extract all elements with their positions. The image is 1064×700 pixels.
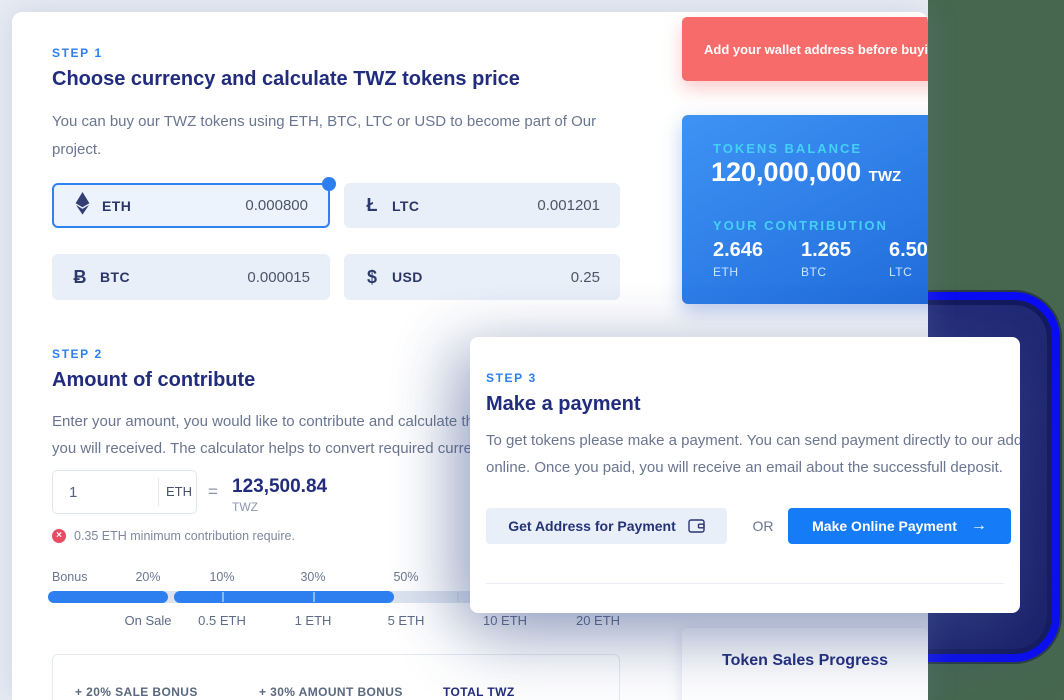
- bar-separator: [457, 592, 459, 602]
- step1-description: You can buy our TWZ tokens using ETH, BT…: [52, 113, 597, 158]
- token-sales-progress-title: Token Sales Progress: [722, 652, 888, 669]
- bonus-tick-label: 0.5 ETH: [198, 613, 246, 628]
- arrow-right-icon: →: [970, 517, 987, 534]
- step2-title: Amount of contribute: [52, 369, 256, 391]
- bonus-tick-label: 1 ETH: [294, 613, 332, 628]
- ethereum-icon: [71, 191, 93, 220]
- currency-rate: 0.25: [570, 268, 600, 286]
- bonus-progress-fill: [48, 591, 169, 603]
- bonus-tick-label: 10 ETH: [482, 613, 528, 628]
- bonus-label: Bonus: [52, 570, 88, 584]
- currency-rate: 0.000800: [245, 197, 308, 214]
- or-separator: OR: [752, 518, 774, 534]
- currency-tile-usd[interactable]: $ USD 0.25: [344, 254, 620, 300]
- make-payment-overlay: STEP 3 Make a payment To get tokens plea…: [470, 337, 1020, 613]
- error-icon: ×: [52, 529, 66, 543]
- bonus-tick-label: 20 ETH: [575, 613, 621, 628]
- bonus-summary-box: + 20% SALE BONUS + 30% AMOUNT BONUS TOTA…: [52, 654, 620, 700]
- contribution-value: 1.265: [801, 239, 852, 261]
- step3-description: To get tokens please make a payment. You…: [486, 432, 1020, 476]
- tokens-balance-label: TOKENS BALANCE: [713, 141, 863, 156]
- bonus-percent: 20%: [135, 570, 161, 584]
- tokens-balance-card: TOKENS BALANCE 120,000,000 TWZ YOUR CONT…: [682, 115, 928, 304]
- total-twz-label: TOTAL TWZ: [443, 685, 515, 699]
- bar-separator: [222, 592, 224, 602]
- wallet-alert-text: Add your wallet address before buying: [704, 41, 928, 57]
- bitcoin-icon: Ƀ: [73, 266, 87, 287]
- litecoin-icon: Ł: [366, 195, 378, 215]
- currency-code: ETH: [102, 197, 132, 214]
- get-address-button[interactable]: Get Address for Payment: [486, 508, 727, 544]
- amount-currency-label: ETH: [166, 484, 192, 499]
- your-contribution-label: YOUR CONTRIBUTION: [713, 218, 888, 233]
- sale-bonus-label: + 20% SALE BONUS: [75, 685, 198, 699]
- amount-input[interactable]: [52, 470, 197, 514]
- bonus-percent: 50%: [393, 570, 419, 584]
- get-address-label: Get Address for Payment: [508, 518, 676, 534]
- currency-tile-btc[interactable]: Ƀ BTC 0.000015: [52, 254, 330, 300]
- bonus-percent: 30%: [300, 570, 326, 584]
- tokens-balance-value: 120,000,000 TWZ: [711, 157, 901, 188]
- bonus-progress-fill: [173, 591, 395, 603]
- bonus-tick-label: On Sale: [124, 613, 172, 628]
- balance-number: 120,000,000: [711, 157, 862, 187]
- selected-indicator-dot: [322, 177, 336, 191]
- bonus-percent: 10%: [209, 570, 235, 584]
- error-text: 0.35 ETH minimum contribution require.: [74, 529, 295, 543]
- minimum-contribution-warning: × 0.35 ETH minimum contribution require.: [52, 529, 295, 543]
- amount-bonus-label: + 30% AMOUNT BONUS: [259, 685, 403, 699]
- make-online-payment-button[interactable]: Make Online Payment →: [788, 508, 1011, 544]
- contribution-item: 2.646 ETH: [713, 239, 801, 279]
- bonus-tick-label: 5 ETH: [387, 613, 425, 628]
- step2-label: STEP 2: [52, 347, 103, 361]
- currency-code: LTC: [392, 197, 420, 214]
- contribution-unit: ETH: [713, 265, 739, 279]
- currency-tile-ltc[interactable]: Ł LTC 0.001201: [344, 183, 620, 228]
- contribution-value: 6.500: [889, 239, 928, 261]
- step3-label: STEP 3: [486, 371, 537, 385]
- bar-separator: [313, 592, 315, 602]
- online-payment-label: Make Online Payment: [812, 518, 957, 534]
- balance-unit: TWZ: [868, 168, 902, 185]
- currency-code: USD: [392, 269, 423, 285]
- step1-label: STEP 1: [52, 46, 103, 60]
- contribution-unit: BTC: [801, 265, 827, 279]
- currency-code: BTC: [100, 269, 130, 285]
- contribution-value: 2.646: [713, 239, 764, 261]
- equals-sign: =: [208, 482, 218, 501]
- input-divider: [158, 478, 159, 506]
- wallet-icon: [688, 519, 705, 533]
- contribution-stats: 2.646 ETH 1.265 BTC 6.500 LTC: [713, 239, 928, 279]
- contribution-unit: LTC: [889, 265, 913, 279]
- step1-title: Choose currency and calculate TWZ tokens…: [52, 68, 520, 90]
- token-result-value: 123,500.84: [232, 476, 328, 497]
- step3-title: Make a payment: [486, 393, 641, 415]
- token-sales-progress-card: Token Sales Progress: [682, 628, 928, 700]
- currency-tile-eth[interactable]: ETH 0.000800: [52, 177, 336, 228]
- contribution-item: 6.500 LTC: [889, 239, 928, 279]
- dollar-icon: $: [366, 266, 377, 287]
- contribution-item: 1.265 BTC: [801, 239, 889, 279]
- token-result-unit: TWZ: [232, 500, 258, 514]
- wallet-alert-banner: Add your wallet address before buying: [682, 17, 928, 81]
- currency-rate: 0.000015: [247, 268, 310, 286]
- currency-rate: 0.001201: [537, 197, 600, 214]
- overlay-divider: [486, 583, 1004, 584]
